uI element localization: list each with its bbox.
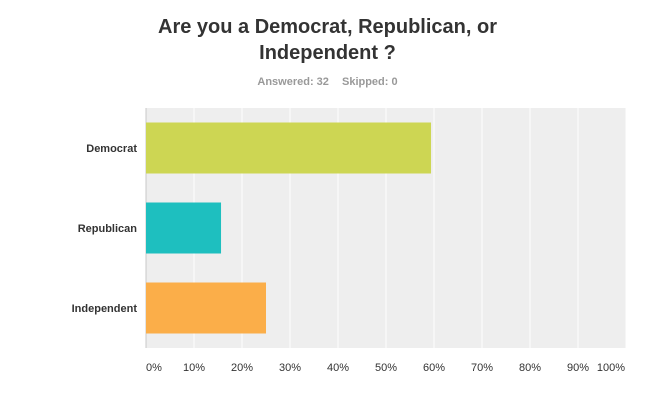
category-label: Republican (78, 223, 138, 235)
bar-republican (146, 202, 222, 254)
chart-title-line-2: Independent ? (259, 42, 396, 64)
x-tick-label: 40% (327, 362, 349, 374)
x-tick-label: 50% (375, 362, 397, 374)
category-label: Independent (72, 303, 138, 315)
x-tick-label: 90% (567, 362, 589, 374)
x-tick-label: 20% (231, 362, 253, 374)
x-tick-label: 80% (519, 362, 541, 374)
answered-count: Answered: 32 (257, 76, 329, 88)
x-tick-label: 70% (471, 362, 493, 374)
x-tick-label: 10% (183, 362, 205, 374)
x-tick-label: 100% (597, 362, 625, 374)
x-tick-label: 0% (146, 362, 162, 374)
bar-independent (146, 282, 266, 334)
chart-title-line-1: Are you a Democrat, Republican, or (158, 16, 497, 38)
skipped-count: Skipped: 0 (341, 76, 398, 88)
x-tick-label: 60% (423, 362, 445, 374)
response-stats: Answered: 32 Skipped: 0 (0, 76, 649, 88)
category-label: Democrat (86, 143, 137, 155)
x-tick-label: 30% (279, 362, 301, 374)
chart-title: Are you a Democrat, Republican, or Indep… (0, 14, 649, 66)
bar-democrat (146, 122, 432, 174)
